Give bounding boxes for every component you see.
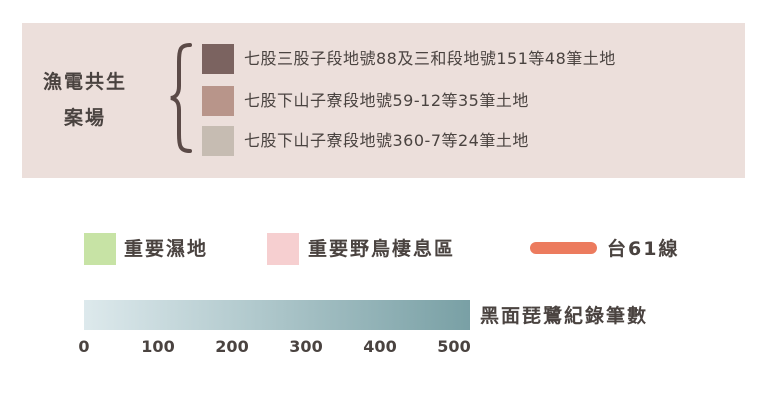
parcel-swatch-1: [202, 44, 234, 74]
parcel-label-1: 七股三股子段地號88及三和段地號151等48筆土地: [244, 49, 616, 68]
parcel-swatch-3: [202, 126, 234, 156]
gradient-tick-200: 200: [215, 337, 249, 356]
fishery-solar-title-line1: 漁電共生: [42, 71, 127, 93]
gradient-tick-400: 400: [363, 337, 397, 356]
road-line-swatch: [530, 242, 597, 254]
wetland-swatch: [84, 233, 116, 265]
record-count-gradient-bar: [84, 300, 470, 330]
fishery-solar-legend-panel: [22, 23, 745, 178]
parcel-label-3: 七股下山子寮段地號360-7等24筆土地: [244, 131, 529, 150]
curly-brace-icon: [170, 43, 192, 153]
road-label: 台61線: [607, 238, 680, 260]
gradient-tick-0: 0: [78, 337, 90, 356]
bird-area-swatch: [267, 233, 299, 265]
fishery-solar-title: 漁電共生 案場: [40, 64, 130, 136]
gradient-tick-500: 500: [437, 337, 471, 356]
gradient-tick-100: 100: [141, 337, 175, 356]
bird-area-label: 重要野鳥棲息區: [308, 238, 456, 260]
record-count-title: 黑面琵鷺紀錄筆數: [480, 305, 649, 327]
wetland-label: 重要濕地: [124, 238, 209, 260]
parcel-label-2: 七股下山子寮段地號59-12等35筆土地: [244, 91, 529, 110]
gradient-tick-300: 300: [289, 337, 323, 356]
parcel-swatch-2: [202, 86, 234, 116]
fishery-solar-title-line2: 案場: [63, 107, 106, 129]
